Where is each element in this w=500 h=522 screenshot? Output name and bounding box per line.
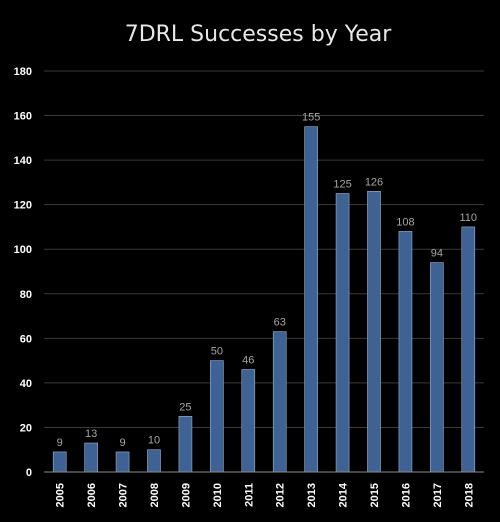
y-axis-ticks: 0 20 40 60 80 100 120 140 160 180	[14, 66, 32, 479]
bar	[52, 451, 67, 473]
y-tick-label: 100	[14, 244, 32, 256]
x-tick-label: 2006	[86, 483, 98, 507]
x-tick-label: 2013	[306, 483, 318, 507]
data-label: 155	[302, 112, 320, 124]
bar	[84, 442, 98, 473]
x-tick-label: 2018	[463, 483, 475, 507]
x-tick-label: 2014	[338, 482, 350, 507]
y-tick-label: 40	[20, 378, 32, 390]
data-label: 126	[365, 176, 383, 188]
data-label: 9	[120, 437, 126, 449]
gridlines	[44, 70, 484, 428]
bar	[430, 262, 444, 473]
bar	[367, 191, 381, 473]
bar	[178, 416, 193, 473]
data-label: 46	[242, 355, 254, 367]
y-tick-label: 120	[14, 200, 32, 212]
y-tick-label: 20	[20, 422, 32, 434]
x-tick-label: 2017	[432, 483, 444, 507]
x-tick-label: 2007	[118, 483, 130, 507]
bars	[52, 126, 476, 473]
chart-title: 7DRL Successes by Year	[125, 22, 393, 47]
x-tick-label: 2016	[400, 483, 412, 507]
x-tick-label: 2005	[55, 483, 67, 507]
y-tick-label: 160	[14, 111, 32, 123]
y-tick-label: 180	[14, 66, 32, 78]
data-label: 50	[211, 346, 223, 358]
x-tick-label: 2011	[243, 483, 255, 507]
data-label: 10	[148, 435, 160, 447]
x-tick-label: 2015	[369, 483, 381, 507]
x-tick-label: 2010	[212, 483, 224, 507]
y-tick-label: 140	[14, 155, 32, 167]
x-tick-label: 2009	[180, 483, 192, 507]
data-label: 108	[396, 216, 414, 228]
y-tick-label: 60	[20, 333, 32, 345]
data-label: 25	[179, 401, 191, 413]
data-label: 94	[431, 248, 443, 260]
bar	[210, 360, 224, 473]
bar	[147, 449, 161, 473]
bar	[398, 231, 413, 473]
bar	[461, 226, 476, 473]
bar	[272, 331, 287, 473]
x-axis-ticks: 2005 2006 2007 2008 2009 2010 2011 2012 2013 2014…	[55, 482, 476, 507]
data-label: 125	[333, 179, 351, 191]
bar	[115, 451, 130, 473]
data-labels: 9 13 9 10 25 50 46 63 155 125 126 108 94 110	[57, 112, 477, 449]
bar	[335, 193, 350, 473]
x-tick-label: 2008	[149, 483, 161, 507]
bar	[241, 369, 256, 473]
bar	[304, 126, 318, 473]
y-tick-label: 80	[20, 289, 32, 301]
data-label: 9	[57, 437, 63, 449]
data-label: 110	[460, 212, 478, 224]
y-tick-label: 0	[26, 467, 32, 479]
data-label: 63	[274, 317, 286, 329]
data-label: 13	[85, 428, 97, 440]
x-tick-label: 2012	[275, 483, 287, 507]
